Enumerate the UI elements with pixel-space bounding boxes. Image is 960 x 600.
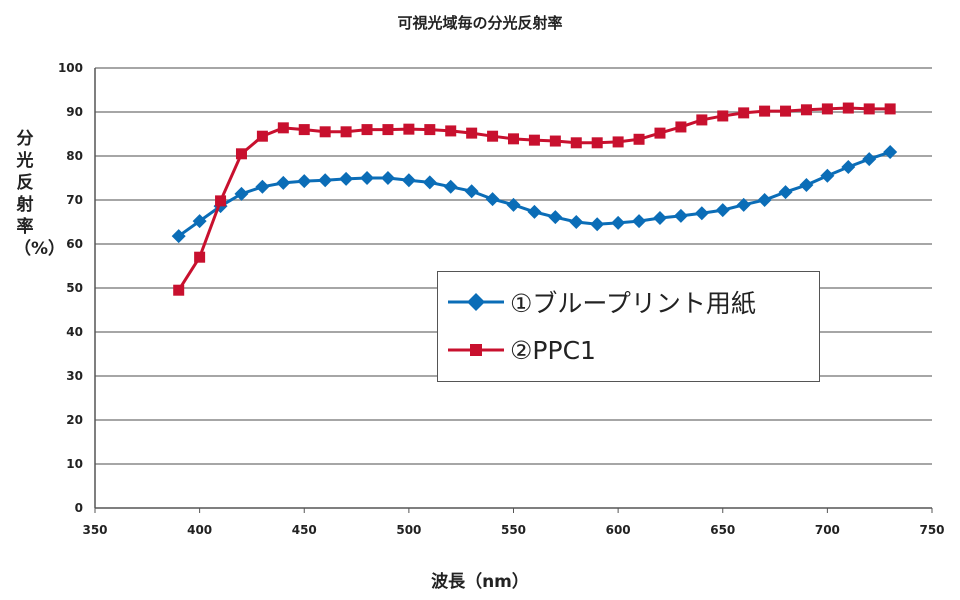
data-point	[339, 171, 354, 186]
data-point	[570, 137, 582, 149]
legend-label: ①ブループリント用紙	[510, 289, 756, 318]
x-tick-label: 600	[606, 523, 631, 537]
x-tick-label: 700	[815, 523, 840, 537]
data-point	[548, 210, 563, 225]
data-point	[800, 104, 812, 116]
data-point	[298, 124, 310, 136]
x-tick-label: 500	[396, 523, 421, 537]
data-point	[422, 175, 437, 190]
data-point	[235, 148, 247, 160]
data-point	[694, 206, 709, 221]
data-point	[256, 130, 268, 142]
y-tick-label: 60	[66, 237, 83, 251]
data-point	[464, 184, 479, 199]
data-point	[673, 208, 688, 223]
data-point	[863, 103, 875, 115]
y-tick-label: 50	[66, 281, 83, 295]
data-point	[738, 107, 750, 119]
data-point	[380, 171, 395, 185]
data-point	[654, 127, 666, 139]
data-point	[277, 122, 289, 134]
data-point	[487, 130, 499, 142]
data-point	[884, 103, 896, 115]
data-point	[508, 133, 519, 145]
data-point	[652, 211, 667, 226]
data-point	[297, 174, 312, 189]
y-tick-label: 30	[66, 369, 83, 383]
x-tick-label: 750	[919, 523, 944, 537]
data-point	[841, 160, 856, 174]
legend-item-1: ①ブループリント用紙	[448, 282, 756, 322]
data-point	[192, 214, 207, 229]
data-point	[528, 134, 540, 146]
data-point	[360, 171, 375, 185]
data-point	[862, 152, 877, 167]
y-tick-label: 40	[66, 325, 83, 339]
data-point	[611, 215, 626, 230]
data-point	[842, 102, 854, 114]
y-tick-label: 10	[66, 457, 83, 471]
data-point	[590, 217, 605, 232]
data-point	[173, 284, 185, 296]
data-point	[820, 168, 835, 183]
y-tick-label: 80	[66, 149, 83, 163]
data-point	[612, 136, 624, 148]
data-point	[736, 197, 751, 212]
data-point	[778, 185, 793, 200]
data-point	[319, 126, 331, 138]
legend-label: ②PPC1	[510, 335, 596, 365]
x-tick-label: 400	[187, 523, 212, 537]
data-point	[527, 204, 542, 219]
data-point	[799, 178, 814, 193]
data-point	[569, 215, 584, 229]
data-point	[171, 229, 186, 244]
data-point	[403, 123, 415, 135]
y-tick-label: 100	[58, 61, 83, 75]
data-point	[883, 145, 898, 160]
data-point	[318, 173, 333, 188]
data-point	[780, 105, 792, 117]
data-point	[382, 124, 394, 136]
data-point	[549, 135, 561, 147]
legend: ①ブループリント用紙 ②PPC1	[437, 271, 820, 382]
data-point	[591, 137, 603, 149]
legend-square-icon	[448, 344, 504, 356]
data-point	[715, 203, 730, 218]
data-point	[696, 114, 708, 126]
data-point	[276, 175, 291, 190]
data-point	[675, 121, 687, 133]
data-point	[821, 103, 833, 115]
x-tick-label: 350	[82, 523, 107, 537]
data-point	[234, 186, 249, 201]
data-point	[717, 110, 729, 122]
x-axis-label: 波長（nm）	[431, 572, 529, 592]
data-point	[632, 214, 647, 229]
data-point	[194, 251, 206, 263]
data-point	[485, 192, 500, 207]
x-tick-label: 550	[501, 523, 526, 537]
data-point	[759, 105, 771, 117]
data-point	[215, 195, 227, 207]
x-tick-label: 450	[292, 523, 317, 537]
data-point	[340, 126, 352, 138]
y-tick-label: 20	[66, 413, 83, 427]
y-tick-label: 90	[66, 105, 83, 119]
data-point	[424, 124, 436, 136]
data-point	[506, 197, 521, 212]
data-point	[443, 179, 458, 194]
chart-title: 可視光域毎の分光反射率	[397, 14, 563, 32]
data-point	[401, 173, 416, 188]
y-tick-label: 70	[66, 193, 83, 207]
data-point	[466, 127, 478, 139]
data-point	[633, 133, 645, 145]
legend-diamond-icon	[448, 293, 504, 311]
y-tick-label: 0	[75, 501, 83, 515]
x-tick-label: 650	[710, 523, 735, 537]
data-point	[361, 124, 373, 136]
legend-item-2: ②PPC1	[448, 330, 596, 370]
data-point	[445, 125, 457, 137]
data-point	[255, 179, 270, 194]
data-point	[757, 193, 772, 207]
